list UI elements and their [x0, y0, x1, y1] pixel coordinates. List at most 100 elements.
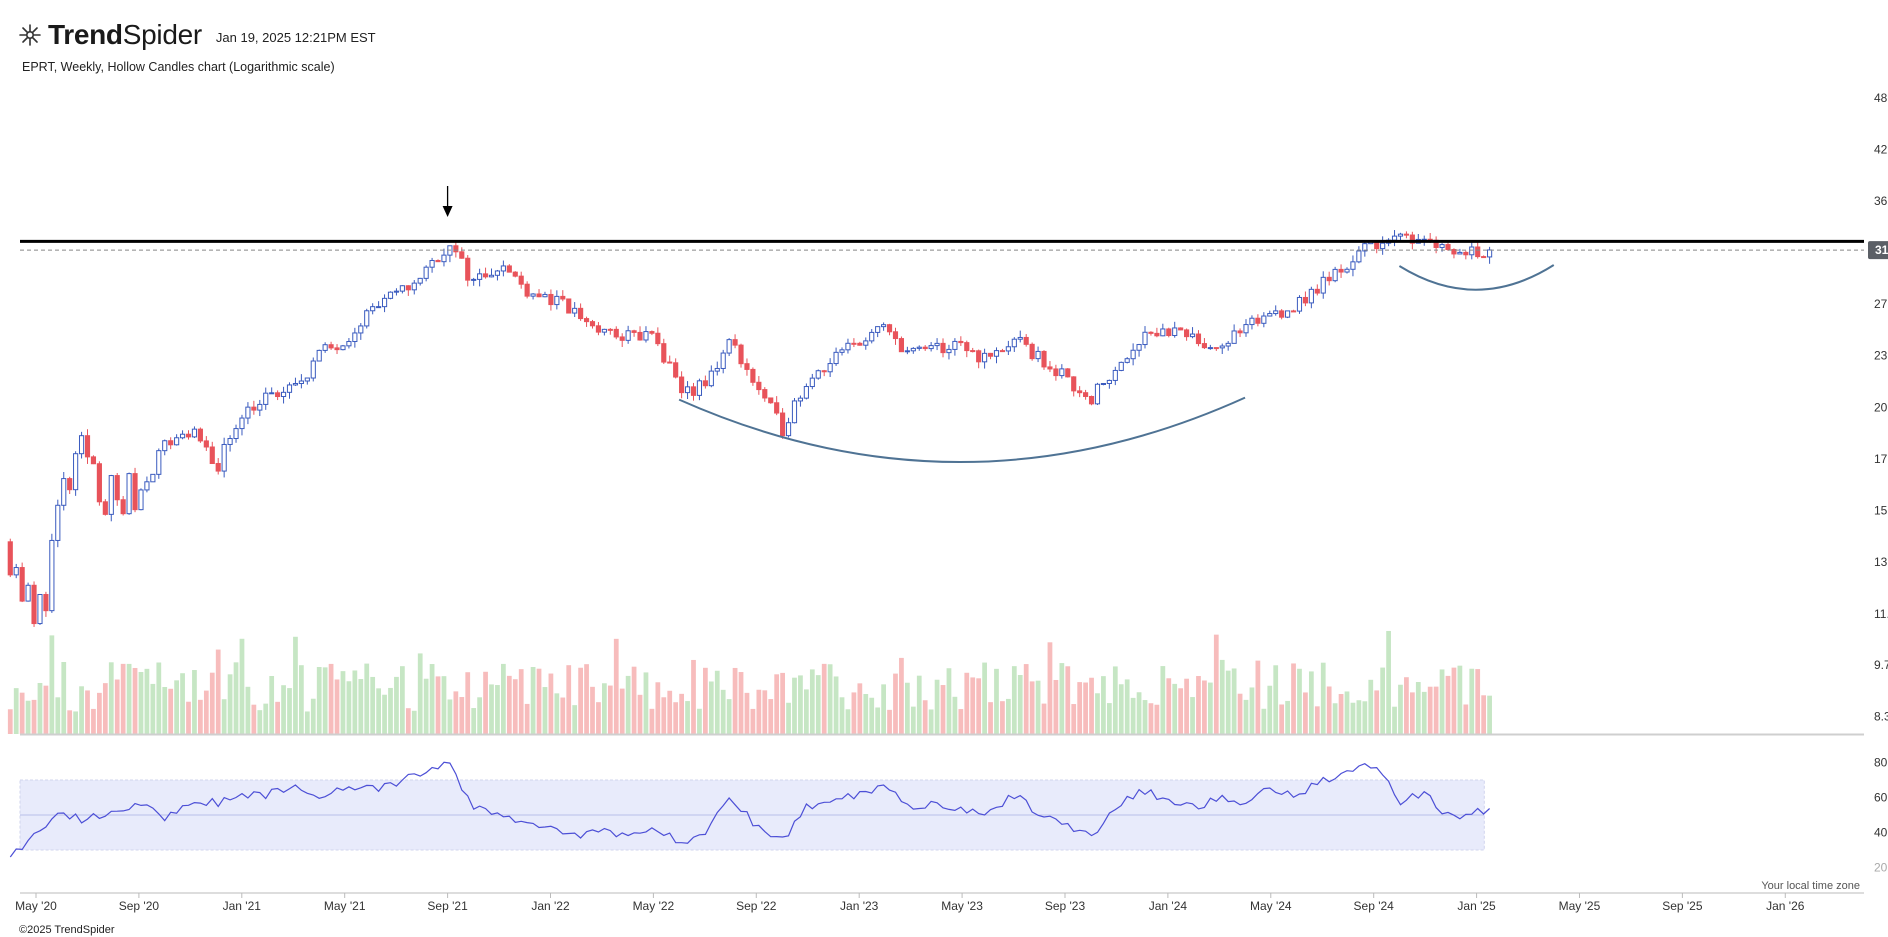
- candle-body-138: [827, 363, 833, 373]
- volume-bar-52: [316, 666, 322, 734]
- candle-body-108: [649, 331, 655, 334]
- brand: TrendSpider Jan 19, 2025 12:21PM EST: [18, 19, 376, 51]
- candle-body-194: [1160, 328, 1166, 337]
- candle-22: [138, 488, 144, 511]
- candle-body-43: [263, 392, 269, 405]
- brand-name: TrendSpider: [48, 19, 202, 51]
- candle-125: [750, 367, 756, 386]
- candle-166: [993, 347, 1000, 364]
- candle-49: [298, 374, 304, 389]
- candle-85: [512, 271, 518, 278]
- volume-bar-206: [1231, 668, 1237, 734]
- volume-bar-191: [1142, 700, 1148, 734]
- volume-bar-34: [209, 672, 215, 734]
- volume-bar-179: [1071, 704, 1077, 734]
- candle-body-81: [488, 274, 495, 278]
- candle-body-131: [785, 422, 792, 437]
- candle-body-169: [1011, 338, 1017, 348]
- volume-bar-183: [1095, 693, 1100, 734]
- volume-bar-82: [495, 685, 500, 734]
- candle-202: [1207, 344, 1213, 350]
- candle-119: [714, 361, 720, 376]
- candle-body-188: [1124, 358, 1130, 363]
- candle-41: [251, 400, 257, 415]
- candle-87: [524, 281, 530, 299]
- volume-bar-228: [1362, 701, 1368, 734]
- candle-body-22: [138, 489, 144, 511]
- candle-body-70: [423, 266, 429, 279]
- volume-bar-95: [572, 705, 578, 734]
- volume-bar-20: [126, 663, 132, 734]
- candle-body-183: [1094, 383, 1101, 405]
- volume-bar-160: [958, 709, 964, 734]
- x-tick-label-10: Sep '23: [1045, 899, 1086, 913]
- candle-body-208: [1243, 324, 1249, 334]
- candle-74: [447, 245, 453, 263]
- trendspider-logo-icon: [19, 24, 41, 46]
- candle-body-242: [1445, 244, 1451, 251]
- candle-141: [845, 338, 851, 354]
- candle-2: [19, 562, 25, 603]
- candle-228: [1362, 242, 1368, 257]
- candle-30: [185, 430, 192, 440]
- candle-body-134: [803, 386, 809, 399]
- candle-body-15: [96, 463, 102, 503]
- candle-133: [797, 395, 804, 407]
- candle-52: [316, 349, 322, 362]
- candle-63: [381, 294, 388, 313]
- volume-bar-70: [423, 678, 429, 734]
- volume-bar-145: [869, 697, 875, 734]
- candle-64: [387, 291, 394, 300]
- rsi-tick-label-2: 40.00: [1874, 826, 1888, 840]
- volume-bar-102: [613, 638, 619, 734]
- volume-bar-114: [685, 701, 690, 734]
- candle-152: [910, 347, 916, 354]
- candle-body-38: [233, 428, 239, 440]
- candle-body-205: [1225, 342, 1231, 347]
- volume-bar-110: [661, 697, 667, 734]
- candle-body-200: [1195, 333, 1202, 345]
- candle-176: [1053, 364, 1059, 381]
- candle-205: [1225, 340, 1231, 351]
- volume-bar-202: [1207, 682, 1213, 734]
- candle-body-30: [185, 433, 192, 438]
- candle-211: [1261, 312, 1267, 328]
- volume-bar-140: [839, 697, 845, 734]
- candle-73: [441, 248, 447, 267]
- candle-218: [1302, 291, 1308, 307]
- candle-27: [168, 437, 174, 450]
- volume-bar-31: [192, 670, 197, 734]
- candle-body-59: [358, 325, 364, 334]
- candle-48: [292, 377, 299, 386]
- candle-178: [1065, 368, 1071, 378]
- candle-body-245: [1463, 251, 1469, 256]
- volume-bar-9: [61, 662, 67, 734]
- volume-bar-175: [1047, 642, 1053, 734]
- candle-100: [601, 328, 607, 336]
- candle-body-241: [1439, 244, 1445, 249]
- candle-body-197: [1178, 327, 1184, 331]
- brand-name-bold: Trend: [48, 19, 123, 50]
- candle-113: [679, 371, 685, 399]
- candle-243: [1451, 248, 1457, 259]
- candle-body-149: [892, 331, 899, 340]
- candle-56: [340, 344, 346, 351]
- candle-123: [738, 343, 744, 368]
- y-tick-label-5: 23.46: [1874, 349, 1888, 363]
- candle-194: [1160, 323, 1166, 337]
- candle-58: [352, 327, 358, 348]
- volume-bar-182: [1089, 677, 1094, 734]
- volume-bar-6: [43, 685, 49, 734]
- candle-body-82: [494, 270, 501, 276]
- candle-body-36: [221, 443, 227, 472]
- local-time-note: Your local time zone: [1761, 880, 1860, 892]
- volume-bar-217: [1297, 668, 1302, 734]
- volume-bar-13: [85, 690, 90, 734]
- candle-11: [73, 451, 79, 496]
- volume-bar-249: [1487, 695, 1492, 734]
- candle-body-72: [435, 259, 441, 263]
- candle-104: [625, 325, 631, 344]
- candle-47: [286, 382, 293, 399]
- volume-bar-79: [477, 697, 482, 734]
